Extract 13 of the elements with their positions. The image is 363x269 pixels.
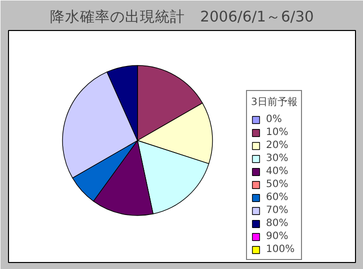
legend-label: 30% bbox=[266, 153, 288, 164]
legend-label: 20% bbox=[266, 140, 288, 151]
legend-label: 100% bbox=[266, 244, 295, 255]
legend-label: 70% bbox=[266, 205, 288, 216]
legend-label: 10% bbox=[266, 127, 288, 138]
legend-label: 90% bbox=[266, 231, 288, 242]
legend-label: 0% bbox=[266, 114, 283, 125]
legend-label: 50% bbox=[266, 179, 288, 190]
chart-title: 降水確率の出現統計 2006/6/1～6/30 bbox=[50, 8, 314, 26]
legend-label: 40% bbox=[266, 166, 288, 177]
legend-label: 80% bbox=[266, 218, 288, 229]
legend-label: 60% bbox=[266, 192, 288, 203]
legend-title: 3日前予報 bbox=[251, 96, 298, 109]
